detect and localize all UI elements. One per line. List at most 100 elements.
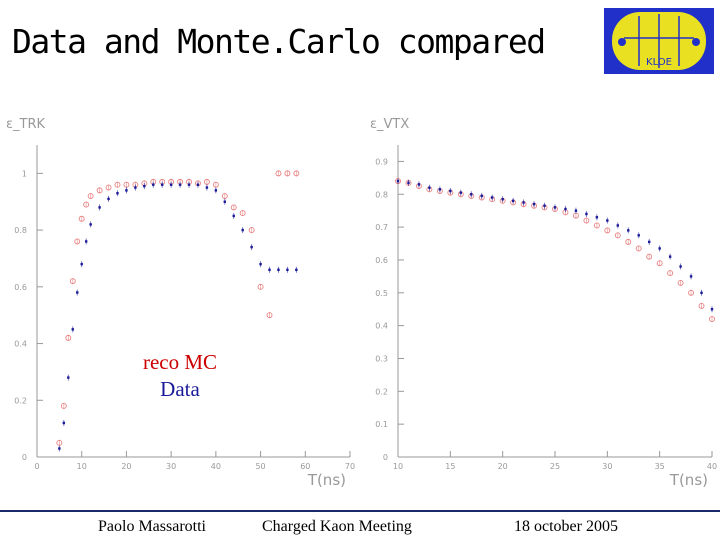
data-point: [689, 275, 693, 278]
data-point: [396, 179, 400, 183]
data-point: [553, 206, 557, 209]
mc-point: [656, 260, 663, 267]
vtx-efficiency-plot: 10 15 20 25 30 35 40 0 0.1 0.2 0.3 0.4 0.5 0.6 0.7 0.8 0…: [370, 117, 717, 489]
data-point: [637, 234, 640, 237]
data-point: [700, 291, 703, 294]
data-point: [58, 447, 61, 450]
footer-author: Paolo Massarotti: [98, 518, 206, 535]
y-tick-label: 0.4: [14, 340, 27, 349]
efficiency-plots: 0 10 20 30 40 50 60 7000.20.40.60.81ε_TRKT(ns) …: [6, 117, 717, 489]
mc-point: [625, 238, 632, 245]
x-tick-label: 70: [345, 462, 355, 471]
data-point: [71, 328, 74, 331]
logo-dot-left: [618, 38, 626, 46]
mc-point: [266, 312, 273, 319]
footer-date: 18 october 2005: [514, 518, 618, 535]
mc-point: [65, 334, 72, 341]
data-point: [574, 209, 578, 212]
data-point: [522, 201, 525, 204]
y-axis-label: ε_VTX: [370, 117, 409, 132]
mc-point: [239, 210, 246, 217]
data-point: [679, 265, 682, 268]
x-tick-label: 30: [602, 462, 612, 471]
data-point: [491, 196, 494, 199]
y-tick-label: 0: [22, 453, 27, 462]
data-point: [98, 206, 101, 209]
data-point: [277, 268, 280, 271]
y-tick-label: 0.2: [14, 396, 27, 405]
mc-point: [87, 193, 94, 200]
legend-data-label: Data: [160, 377, 200, 401]
data-point: [470, 193, 473, 196]
x-tick-label: 10: [77, 462, 87, 471]
mc-point: [583, 217, 590, 224]
y-axis-label: ε_TRK: [6, 117, 46, 132]
data-point: [449, 189, 452, 193]
data-point: [295, 268, 298, 271]
x-tick-label: 30: [166, 462, 176, 471]
mc-point: [78, 215, 85, 222]
x-tick-label: 20: [498, 462, 508, 471]
y-tick-label: 0.2: [375, 387, 388, 396]
data-point: [67, 376, 70, 379]
x-tick-label: 0: [34, 462, 39, 471]
mc-point: [709, 316, 715, 323]
mc-point: [275, 170, 282, 177]
data-point: [259, 262, 262, 266]
data-point: [125, 189, 128, 192]
mc-point: [212, 181, 219, 188]
mc-point: [203, 178, 210, 185]
mc-point: [614, 232, 621, 239]
trk-efficiency-plot: 0 10 20 30 40 50 60 70 0 0.2 0.4 0.6 0.8 1 ε_TRK T(ns): [6, 117, 355, 489]
y-tick-label: 0.9: [375, 157, 388, 166]
logo-text: KLOE: [646, 57, 672, 68]
experiment-logo-icon: KLOE: [604, 8, 714, 74]
data-point: [161, 183, 164, 186]
footer-divider: [0, 510, 720, 512]
x-tick-label: 40: [211, 462, 221, 471]
mc-point: [114, 181, 121, 188]
data-point: [116, 192, 119, 195]
data-point: [268, 268, 271, 271]
mc-point: [667, 270, 674, 277]
data-point: [648, 240, 651, 244]
data-point: [501, 197, 504, 201]
mc-point: [284, 170, 291, 177]
x-tick-label: 50: [255, 462, 265, 471]
data-point: [143, 184, 146, 188]
data-point: [89, 223, 92, 226]
mc-point: [688, 289, 695, 296]
mc-point: [646, 253, 653, 260]
mc-point: [56, 439, 63, 446]
data-point: [606, 219, 609, 222]
data-point: [428, 186, 431, 189]
y-tick-label: 0.8: [375, 190, 388, 199]
data-point: [532, 202, 536, 206]
x-tick-label: 60: [300, 462, 310, 471]
y-tick-label: 0.1: [375, 420, 388, 429]
data-point: [84, 240, 88, 243]
mc-point: [123, 181, 130, 188]
logo-lines: [624, 14, 694, 68]
mc-point: [677, 279, 684, 286]
data-point: [232, 214, 235, 218]
data-point: [459, 191, 462, 194]
mc-point: [593, 222, 600, 229]
y-tick-label: 1: [22, 169, 27, 178]
logo-dot-right: [692, 38, 700, 46]
x-tick-label: 35: [655, 462, 665, 471]
data-point: [62, 421, 66, 425]
data-point: [196, 183, 200, 186]
data-point: [286, 268, 289, 271]
data-point: [585, 212, 588, 216]
footer-meeting: Charged Kaon Meeting: [262, 518, 412, 535]
mc-point: [74, 238, 81, 245]
mc-point: [96, 187, 103, 194]
data-point: [250, 245, 253, 249]
mc-point: [635, 245, 642, 252]
data-point: [241, 228, 244, 232]
data-point: [107, 197, 110, 201]
data-point: [76, 291, 79, 294]
data-point: [511, 199, 515, 203]
y-tick-label: 0.5: [375, 289, 388, 298]
